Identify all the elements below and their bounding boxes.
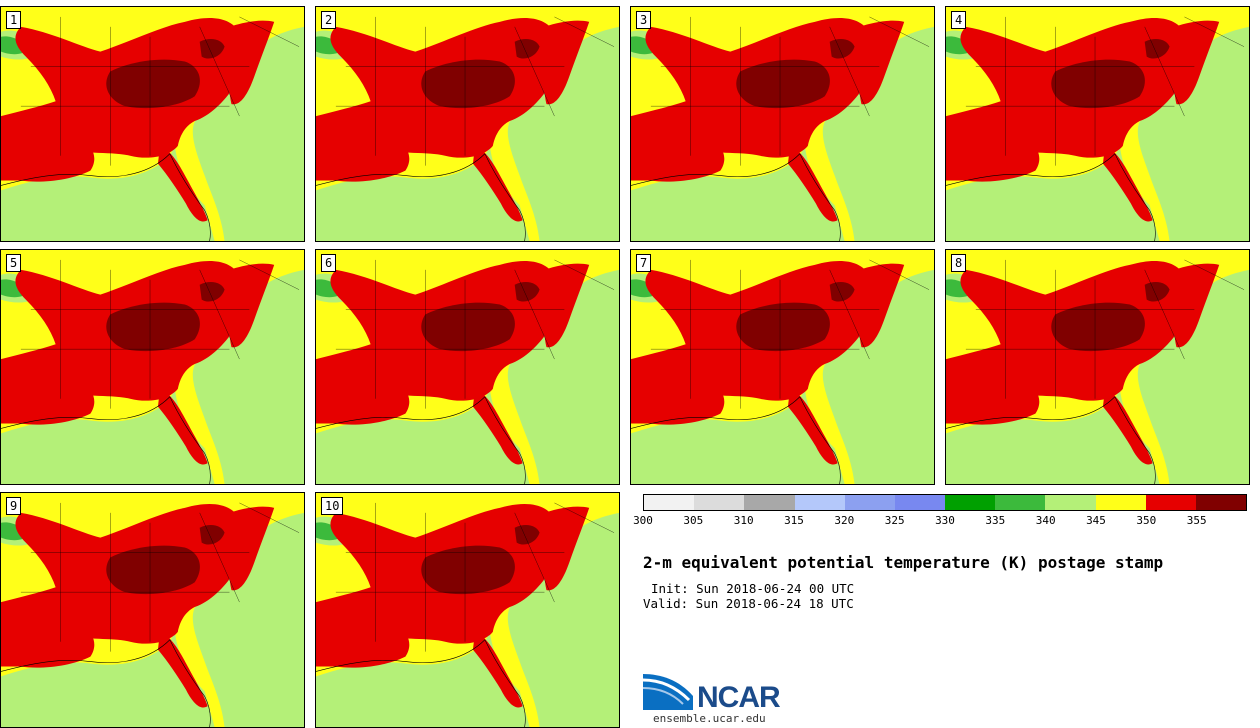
colorbar-ticks: 300 305 310 315 320 325 330 335 340 345 350 355 [633,514,1247,528]
theta-e-map [316,7,619,241]
colorbar-tick-label: 325 [884,514,905,527]
ensemble-member-panel: 6 [315,249,620,485]
member-number-label: 9 [6,497,22,515]
colorbar-swatch [644,495,695,510]
colorbar-tick-label: 345 [1086,514,1106,527]
logo-wordmark: NCAR [697,681,781,714]
theta-e-map [946,7,1249,241]
member-number-label: 4 [951,11,967,29]
colorbar-swatch [744,495,795,510]
logo-url: ensemble.ucar.edu [653,712,766,725]
member-number-label: 8 [951,254,967,272]
theta-e-map [1,7,304,241]
colorbar-swatch [694,495,745,510]
theta-e-map [316,493,619,727]
ensemble-member-panel: 5 [0,249,305,485]
colorbar-swatch [1045,495,1096,510]
member-number-label: 3 [636,11,652,29]
colorbar-tick-label: 335 [985,514,1006,527]
colorbar-tick-label: 320 [834,514,855,527]
ensemble-member-panel: 10 [315,492,620,728]
member-number-label: 7 [636,254,652,272]
ensemble-member-panel: 9 [0,492,305,728]
theta-e-map [631,250,934,484]
colorbar-tick-label: 310 [733,514,754,527]
theta-e-map [316,250,619,484]
ensemble-member-panel: 8 [945,249,1250,485]
colorbar-swatch [945,495,996,510]
theta-e-map [946,250,1249,484]
colorbar-swatch [894,495,946,510]
colorbar-swatch [1145,495,1196,510]
colorbar-tick-label: 330 [935,514,955,527]
member-number-label: 1 [6,11,22,29]
colorbar-tick-label: 300 [633,514,653,527]
figure-title: 2-m equivalent potential temperature (K)… [643,553,1164,572]
ncar-logo-icon [643,674,693,710]
theta-e-map [1,493,304,727]
member-number-label: 10 [321,497,344,515]
theta-e-map [1,250,304,484]
colorbar-tick-label: 305 [683,514,704,527]
ensemble-member-panel: 2 [315,6,620,242]
colorbar-tick-label: 355 [1186,514,1207,527]
colorbar-swatch [995,495,1046,510]
member-number-label: 5 [6,254,22,272]
colorbar-swatch [794,495,845,510]
ensemble-member-panel: 7 [630,249,935,485]
colorbar-tick-label: 350 [1136,514,1157,527]
ensemble-member-panel: 3 [630,6,935,242]
valid-time: Valid: Sun 2018-06-24 18 UTC [643,596,854,611]
colorbar-swatch [844,495,895,510]
colorbar-tick-label: 315 [784,514,804,527]
ensemble-member-panel: 1 [0,6,305,242]
colorbar-swatch [1195,495,1247,510]
colorbar [643,494,1247,511]
theta-e-map [631,7,934,241]
colorbar-tick-label: 340 [1035,514,1056,527]
init-time: Init: Sun 2018-06-24 00 UTC [651,581,855,596]
member-number-label: 2 [321,11,337,29]
ensemble-member-panel: 4 [945,6,1250,242]
colorbar-swatch [1095,495,1146,510]
member-number-label: 6 [321,254,337,272]
